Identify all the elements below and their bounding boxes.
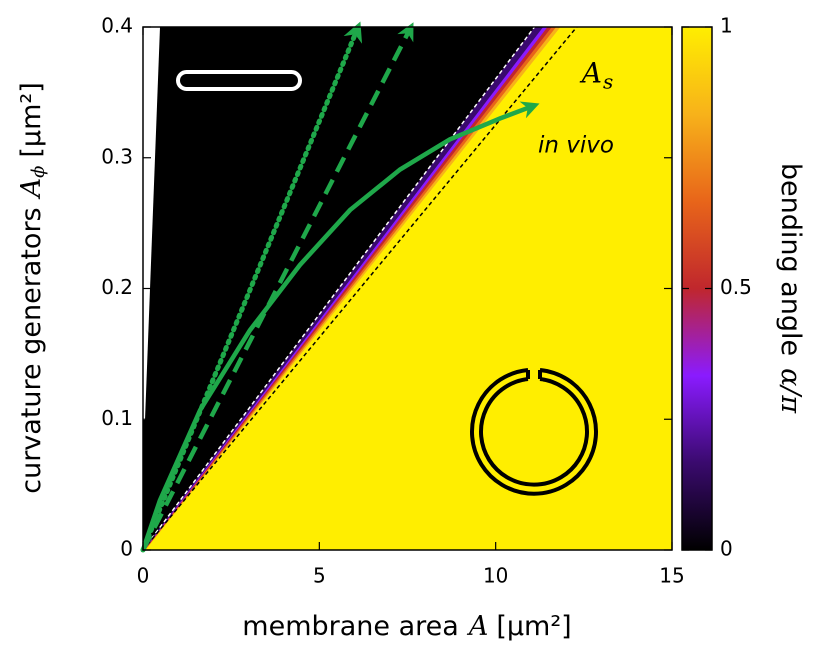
colorbar-tick-label: 0.5: [720, 275, 752, 299]
y-tick-label: 0.1: [101, 406, 133, 430]
transition-band: [143, 27, 539, 550]
y-tick-label: 0.4: [101, 14, 133, 38]
transition-band: [143, 27, 544, 550]
boundary-label-sub: s: [603, 70, 613, 94]
colorbar-title: bending angle α/π: [776, 163, 807, 415]
x-tick-label: 0: [137, 564, 150, 588]
boundary-line: [143, 27, 536, 550]
y-title-unit: [μm²]: [16, 82, 47, 157]
boundary-label: A: [434, 50, 457, 83]
colorbar-title-text: bending angle: [776, 163, 807, 356]
y-title-text: curvature generators: [16, 207, 47, 493]
y-title-sub: ϕ: [28, 166, 49, 178]
empty-region: [143, 27, 160, 420]
x-tick-label: 15: [659, 564, 684, 588]
y-tick-label: 0.2: [101, 275, 133, 299]
x-axis-title: membrane area A [μm²]: [242, 611, 571, 642]
x-title-text: membrane area: [242, 611, 459, 642]
heatmap: [143, 27, 672, 550]
colorbar-tick-label: 0: [720, 537, 733, 561]
series-line: [140, 22, 414, 552]
tube-icon: [176, 70, 302, 91]
colorbar-title-symbol: α/π: [776, 368, 807, 414]
x-title-unit: [μm²]: [496, 611, 571, 642]
y-tick-label: 0.3: [101, 144, 133, 168]
x-tick-label: 10: [483, 564, 508, 588]
ring-icon: [470, 368, 598, 496]
x-tick-label: 5: [313, 564, 326, 588]
y-title-symbol: A: [16, 178, 47, 201]
y-axis-title: curvature generators Aϕ [μm²]: [16, 82, 50, 494]
series-label: in vivo: [538, 133, 614, 159]
transition-band: [143, 27, 552, 550]
series-line: [140, 101, 540, 551]
boundary-line: [143, 27, 578, 550]
boundary-label: A: [579, 57, 602, 90]
transition-band: [143, 27, 548, 550]
y-tick-label: 0: [120, 537, 133, 561]
x-title-symbol: A: [466, 611, 489, 642]
boundary-label-sub: d: [458, 63, 471, 87]
colorbar-tick-label: 1: [720, 14, 733, 38]
